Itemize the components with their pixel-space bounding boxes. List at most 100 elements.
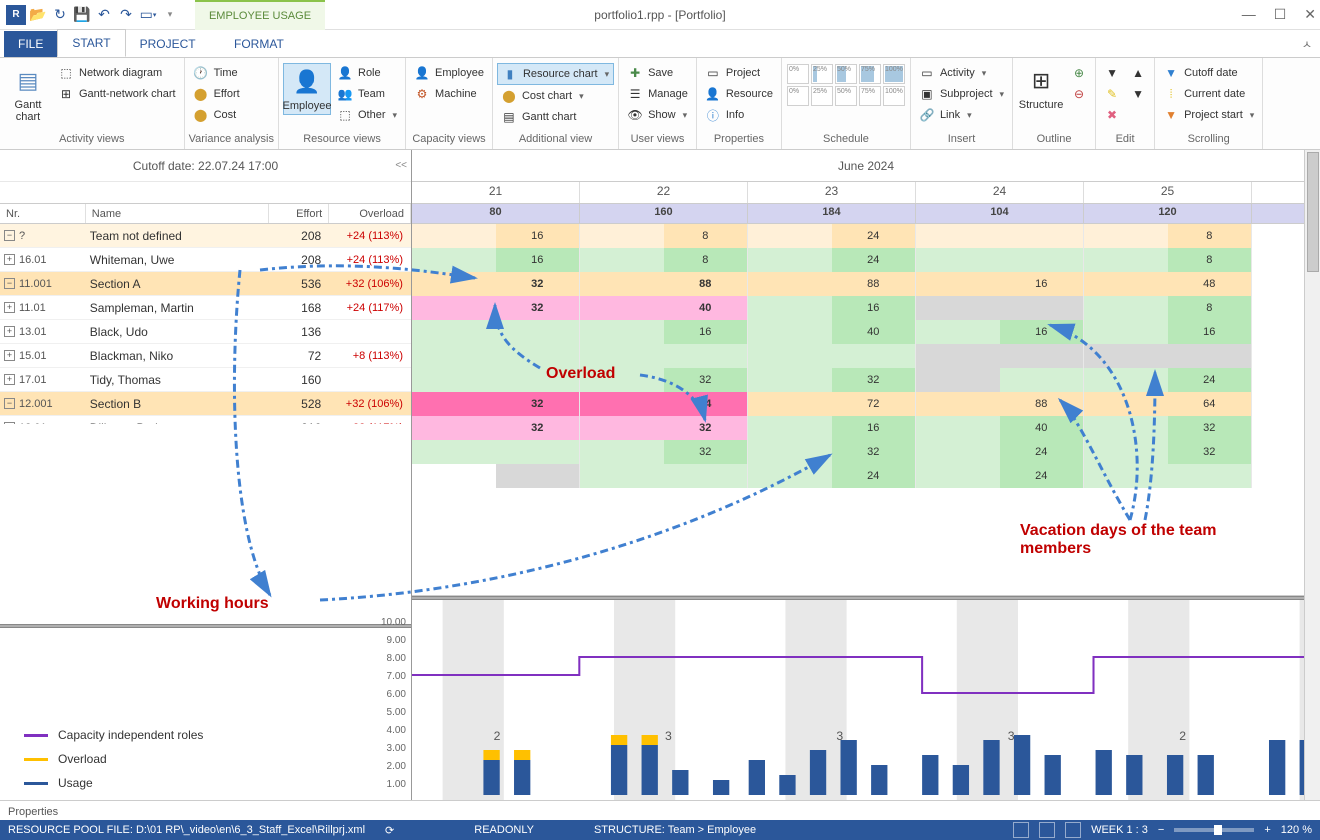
data-row[interactable]: 2424 (412, 464, 1320, 488)
structure-button[interactable]: ⊞Structure (1017, 63, 1065, 113)
resource-props-button[interactable]: 👤Resource (701, 84, 777, 104)
header-name[interactable]: Name (86, 204, 270, 223)
tree-toggle-icon[interactable]: + (4, 374, 15, 385)
open-icon[interactable]: 📂 (28, 5, 48, 25)
tree-toggle-icon[interactable]: + (4, 326, 15, 337)
redo-icon[interactable]: ↷ (116, 5, 136, 25)
variance-time-button[interactable]: 🕐Time (189, 63, 244, 83)
employee-view-button[interactable]: 👤 Employee (283, 63, 331, 115)
data-row[interactable]: 3288881648 (412, 272, 1320, 296)
collapse-button[interactable]: ⊖ (1067, 84, 1091, 104)
save-icon[interactable]: 💾 (72, 5, 92, 25)
data-row[interactable]: 32322432 (412, 440, 1320, 464)
collapse-left-button[interactable]: << (395, 160, 407, 171)
tab-file[interactable]: FILE (4, 31, 57, 57)
schedule-preset-50%[interactable]: 50% (835, 64, 857, 84)
data-row[interactable]: 3240168 (412, 296, 1320, 320)
scroll-current-button[interactable]: ⦙Current date (1159, 84, 1258, 104)
table-row[interactable]: −11.001Section A536+32 (106%) (0, 272, 411, 296)
header-effort[interactable]: Effort (269, 204, 329, 223)
refresh-icon[interactable]: ↻ (50, 5, 70, 25)
status-view3-icon[interactable] (1065, 822, 1081, 838)
header-nr[interactable]: Nr. (0, 204, 86, 223)
scroll-cutoff-button[interactable]: ▼Cutoff date (1159, 63, 1258, 83)
zoom-in-button[interactable]: + (1264, 824, 1270, 836)
data-row[interactable]: 323224 (412, 368, 1320, 392)
data-row[interactable]: 168248 (412, 224, 1320, 248)
table-row[interactable]: −12.001Section B528+32 (106%) (0, 392, 411, 416)
status-view1-icon[interactable] (1013, 822, 1029, 838)
tree-toggle-icon[interactable]: − (4, 398, 15, 409)
table-row[interactable]: +16.01Whiteman, Uwe208+24 (113%) (0, 248, 411, 272)
gantt-chart-button[interactable]: ▤ Gantt chart (4, 63, 52, 125)
variance-cost-button[interactable]: ⬤Cost (189, 105, 244, 125)
table-row[interactable]: +12.01Diligent, Bodo216+32 (117%) (0, 416, 411, 424)
schedule-preset-25%[interactable]: 25% (811, 86, 833, 106)
properties-bar[interactable]: Properties (0, 800, 1320, 822)
undo-icon[interactable]: ↶ (94, 5, 114, 25)
data-row[interactable] (412, 344, 1320, 368)
gantt-chart-add-button[interactable]: ▤Gantt chart (497, 107, 614, 127)
capacity-machine-button[interactable]: ⚙Machine (410, 84, 488, 104)
info-button[interactable]: ⓘInfo (701, 105, 777, 125)
view-icon[interactable]: ▭▾ (138, 5, 158, 25)
table-row[interactable]: +13.01Black, Udo136 (0, 320, 411, 344)
zoom-out-button[interactable]: − (1158, 824, 1164, 836)
tab-start[interactable]: START (57, 29, 125, 57)
tree-toggle-icon[interactable]: + (4, 302, 15, 313)
schedule-preset-75%[interactable]: 75% (859, 64, 881, 84)
qat-more-icon[interactable]: ▾ (160, 5, 180, 25)
tree-toggle-icon[interactable]: + (4, 254, 15, 265)
schedule-preset-75%[interactable]: 75% (859, 86, 881, 106)
zoom-slider[interactable] (1174, 828, 1254, 832)
maximize-button[interactable]: ☐ (1274, 6, 1287, 23)
insert-activity-button[interactable]: ▭Activity▾ (915, 63, 1008, 83)
erase-button[interactable]: ✖ (1100, 105, 1124, 125)
schedule-preset-0%[interactable]: 0% (787, 86, 809, 106)
scroll-project-start-button[interactable]: ▼Project start▾ (1159, 105, 1258, 125)
user-show-button[interactable]: 👁Show▾ (623, 105, 692, 125)
insert-link-button[interactable]: 🔗Link▾ (915, 105, 1008, 125)
tree-toggle-icon[interactable]: − (4, 230, 15, 241)
expand-button[interactable]: ⊕ (1067, 63, 1091, 83)
data-row[interactable]: 3232164032 (412, 416, 1320, 440)
network-diagram-button[interactable]: ⬚Network diagram (54, 63, 180, 83)
tab-format[interactable]: FORMAT (220, 31, 298, 57)
cost-chart-button[interactable]: ⬤Cost chart▾ (497, 86, 614, 106)
insert-subproject-button[interactable]: ▣Subproject▾ (915, 84, 1008, 104)
tree-toggle-icon[interactable]: − (4, 278, 15, 289)
other-view-button[interactable]: ⬚Other▾ (333, 105, 401, 125)
variance-effort-button[interactable]: ⬤Effort (189, 84, 244, 104)
capacity-employee-button[interactable]: 👤Employee (410, 63, 488, 83)
edit-up-button[interactable]: ▲ (1126, 63, 1150, 83)
collapse-ribbon-icon[interactable]: ㅅ (1302, 36, 1312, 52)
tree-toggle-icon[interactable]: + (4, 350, 15, 361)
team-view-button[interactable]: 👥Team (333, 84, 401, 104)
status-refresh-icon[interactable]: ⟳ (385, 824, 394, 837)
schedule-preset-50%[interactable]: 50% (835, 86, 857, 106)
resource-chart-button[interactable]: ▮Resource chart▾ (497, 63, 614, 85)
user-save-button[interactable]: ✚Save (623, 63, 692, 83)
edit-down-button[interactable]: ▼ (1126, 84, 1150, 104)
table-row[interactable]: −?Team not defined208+24 (113%) (0, 224, 411, 248)
filter-button[interactable]: ▼ (1100, 63, 1124, 83)
contextual-tab[interactable]: EMPLOYEE USAGE (195, 0, 325, 30)
data-row[interactable]: 3264728864 (412, 392, 1320, 416)
gantt-network-button[interactable]: ⊞Gantt-network chart (54, 84, 180, 104)
data-row[interactable]: 168248 (412, 248, 1320, 272)
role-view-button[interactable]: 👤Role (333, 63, 401, 83)
data-row[interactable]: 16401616 (412, 320, 1320, 344)
highlight-button[interactable]: ✎ (1100, 84, 1124, 104)
status-view2-icon[interactable] (1039, 822, 1055, 838)
table-row[interactable]: +11.01Sampleman, Martin168+24 (117%) (0, 296, 411, 320)
schedule-preset-100%[interactable]: 100% (883, 86, 905, 106)
header-overload[interactable]: Overload (329, 204, 411, 223)
schedule-preset-25%[interactable]: 25% (811, 64, 833, 84)
minimize-button[interactable]: — (1242, 6, 1256, 23)
close-button[interactable]: ✕ (1304, 6, 1316, 23)
user-manage-button[interactable]: ☰Manage (623, 84, 692, 104)
schedule-preset-0%[interactable]: 0% (787, 64, 809, 84)
tab-project[interactable]: PROJECT (126, 31, 210, 57)
table-row[interactable]: +17.01Tidy, Thomas160 (0, 368, 411, 392)
schedule-preset-100%[interactable]: 100% (883, 64, 905, 84)
